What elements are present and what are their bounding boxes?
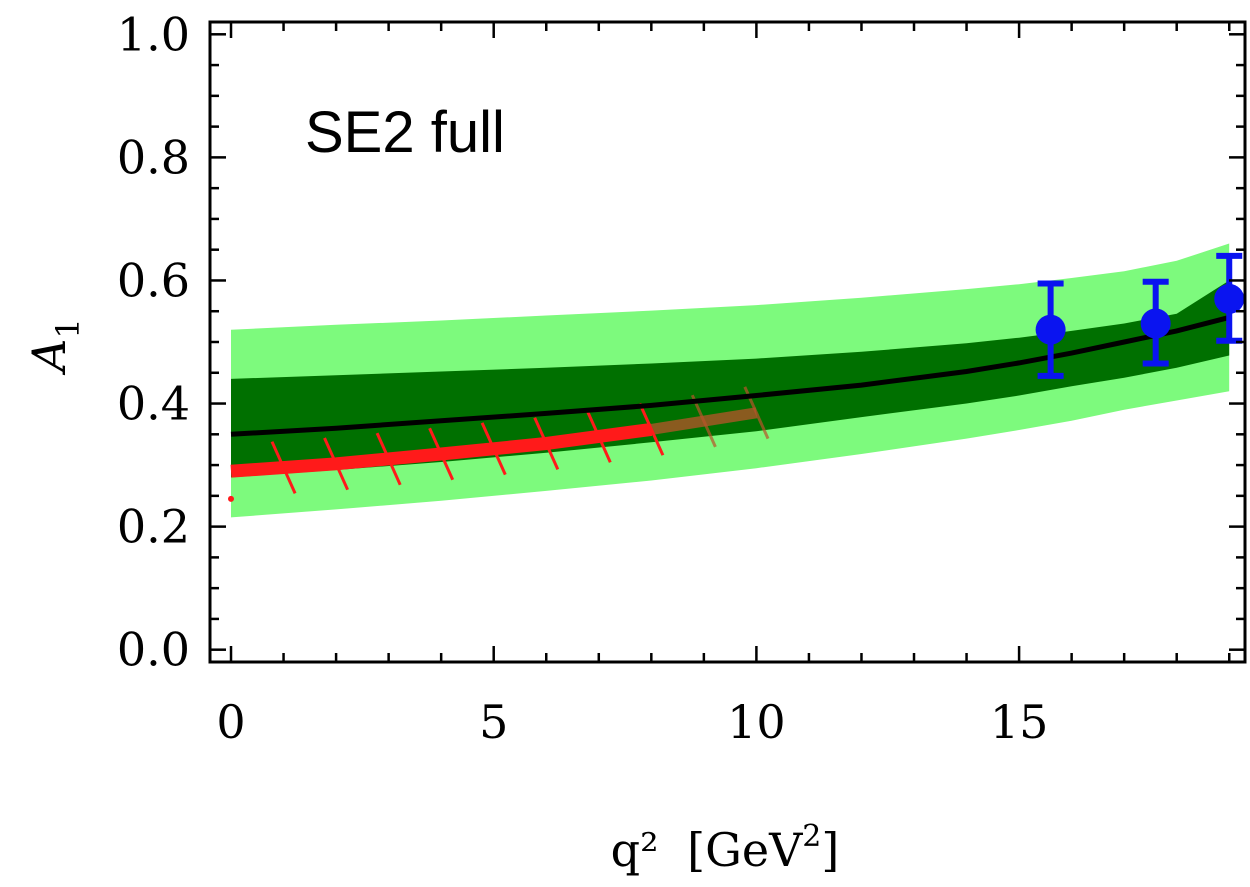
lcsr-hatch-mark xyxy=(323,437,349,491)
lattice-point xyxy=(1035,280,1066,379)
lcsr-hatch-mark xyxy=(638,402,665,456)
lattice-point xyxy=(1140,278,1171,367)
axis-ticks xyxy=(210,22,1245,662)
central-fit-line xyxy=(230,314,1230,437)
lcsr-hatch-mark xyxy=(585,409,612,463)
lcsr-hatch-mark xyxy=(533,417,560,471)
data-point-marker xyxy=(1035,314,1066,345)
lcsr-hatch-mark xyxy=(428,427,455,481)
x-tick-label: 15 xyxy=(990,695,1049,749)
annotation-label: SE2 full xyxy=(305,100,505,165)
lattice-points xyxy=(1035,252,1245,379)
lcsr-hatch-mark xyxy=(375,432,402,486)
y-tick-label: 0.4 xyxy=(117,377,190,431)
y-tick-label: 1.0 xyxy=(117,7,190,61)
lcsr-series xyxy=(228,386,770,502)
lcsr-hatch-mark xyxy=(690,394,717,448)
lattice-point xyxy=(1214,252,1245,344)
lcsr-endpoint-dot xyxy=(228,495,234,502)
x-tick-label: 0 xyxy=(216,695,245,749)
y-tick-label: 0.8 xyxy=(117,130,190,184)
data-point-marker xyxy=(1214,283,1245,314)
y-axis-title: A1 xyxy=(22,318,87,376)
data-point-marker xyxy=(1140,308,1171,339)
y-tick-label: 0.0 xyxy=(117,623,190,677)
y-tick-label: 0.2 xyxy=(117,500,190,554)
lcsr-hatch-mark xyxy=(480,422,507,476)
y-tick-label: 0.6 xyxy=(117,253,190,307)
x-axis-title: q² [GeV2] xyxy=(611,819,840,877)
x-tick-label: 10 xyxy=(727,695,786,749)
x-tick-label: 5 xyxy=(479,695,508,749)
lcsr-hatch-mark xyxy=(270,441,297,495)
inner-band-1sigma xyxy=(231,280,1230,478)
